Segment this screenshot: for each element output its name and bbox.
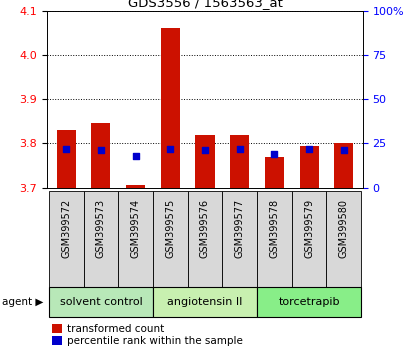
Text: GSM399575: GSM399575 [165,199,175,258]
Bar [56,130,76,188]
Text: solvent control: solvent control [59,297,142,307]
Title: GDS3556 / 1563563_at: GDS3556 / 1563563_at [127,0,282,10]
Point [236,146,243,152]
Text: GSM399573: GSM399573 [96,199,106,258]
Text: GSM399577: GSM399577 [234,199,244,258]
Point [305,146,312,152]
Bar [126,185,145,188]
FancyBboxPatch shape [256,287,360,317]
Text: GSM399578: GSM399578 [269,199,279,258]
FancyBboxPatch shape [153,287,256,317]
Bar [195,135,214,188]
FancyBboxPatch shape [291,191,326,289]
Text: agent ▶: agent ▶ [2,297,43,307]
Bar [264,157,283,188]
FancyBboxPatch shape [153,191,187,289]
Text: GSM399572: GSM399572 [61,199,71,258]
Point [166,146,173,152]
Text: GSM399580: GSM399580 [338,199,348,258]
Point [97,148,104,153]
Text: GSM399574: GSM399574 [130,199,140,258]
FancyBboxPatch shape [118,191,153,289]
Bar [299,145,318,188]
Point [201,148,208,153]
Point [339,148,346,153]
FancyBboxPatch shape [49,191,83,289]
FancyBboxPatch shape [187,191,222,289]
Bar [91,124,110,188]
Point [63,146,70,152]
Bar [229,135,249,188]
Bar [333,143,353,188]
Text: GSM399579: GSM399579 [303,199,313,258]
FancyBboxPatch shape [256,191,291,289]
FancyBboxPatch shape [49,287,153,317]
FancyBboxPatch shape [83,191,118,289]
Bar [160,28,180,188]
Text: angiotensin II: angiotensin II [167,297,242,307]
Point [132,153,139,159]
Text: torcetrapib: torcetrapib [278,297,339,307]
FancyBboxPatch shape [326,191,360,289]
Text: GSM399576: GSM399576 [200,199,209,258]
Point [270,151,277,157]
Legend: transformed count, percentile rank within the sample: transformed count, percentile rank withi… [52,324,242,347]
FancyBboxPatch shape [222,191,256,289]
